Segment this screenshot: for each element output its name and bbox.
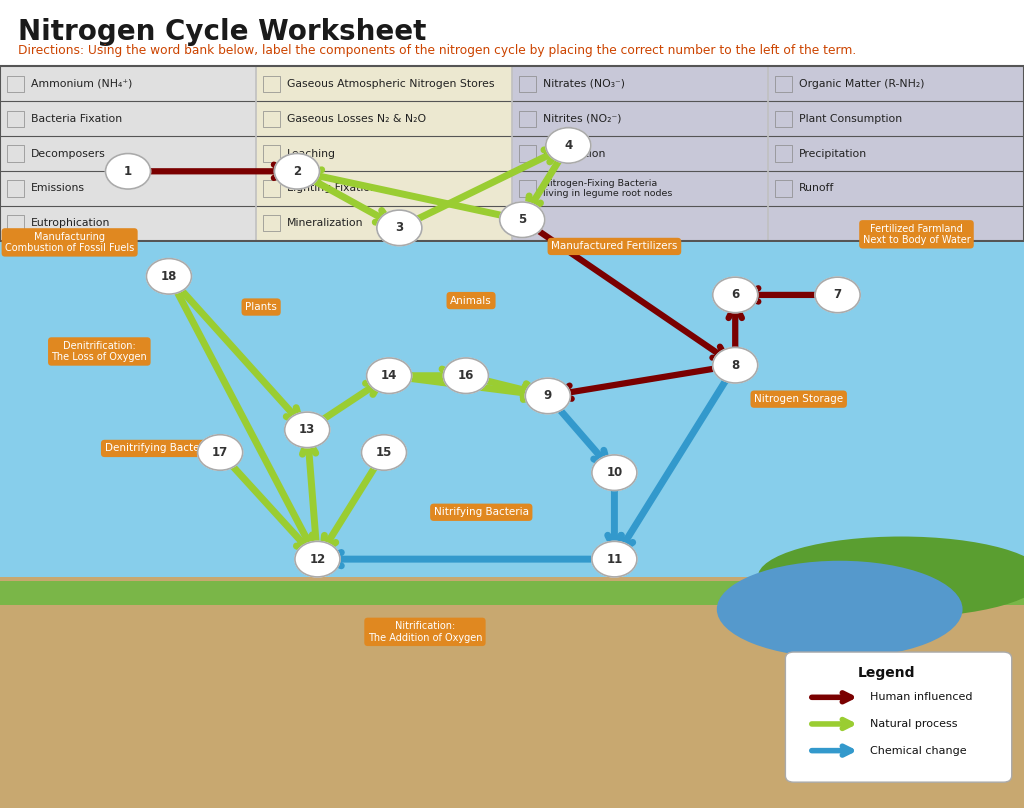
Circle shape (295, 541, 340, 577)
Text: Organic Matter (R-NH₂): Organic Matter (R-NH₂) (799, 78, 925, 89)
Circle shape (274, 154, 319, 189)
Text: Nitrogen-Fixing Bacteria
living in legume root nodes: Nitrogen-Fixing Bacteria living in legum… (543, 179, 672, 198)
Text: Bacteria Fixation: Bacteria Fixation (31, 114, 122, 124)
Circle shape (377, 210, 422, 246)
Circle shape (285, 412, 330, 448)
Text: Runoff: Runoff (799, 183, 835, 193)
Text: 12: 12 (309, 553, 326, 566)
Bar (519, 111, 536, 127)
Text: Animals: Animals (451, 296, 492, 305)
Bar (0, 66, 1024, 241)
Text: Emissions: Emissions (31, 183, 85, 193)
Bar (0, 577, 1024, 808)
Circle shape (713, 277, 758, 313)
Text: 14: 14 (381, 369, 397, 382)
Text: Fertilized Farmland
Next to Body of Water: Fertilized Farmland Next to Body of Wate… (862, 224, 971, 245)
Bar (775, 145, 792, 162)
Text: Denitrifying Bacteria: Denitrifying Bacteria (104, 444, 213, 453)
Text: Directions: Using the word bank below, label the components of the nitrogen cycl: Directions: Using the word bank below, l… (18, 44, 857, 57)
Bar (7, 145, 24, 162)
Bar (7, 215, 24, 231)
Text: 10: 10 (606, 466, 623, 479)
Text: Legend: Legend (858, 666, 915, 680)
Text: Mineralization: Mineralization (287, 218, 364, 229)
Bar (263, 76, 280, 92)
Text: 13: 13 (299, 423, 315, 436)
Text: 2: 2 (293, 165, 301, 178)
Text: 7: 7 (834, 288, 842, 301)
Text: 9: 9 (544, 389, 552, 402)
Bar (519, 180, 536, 196)
Text: 15: 15 (376, 446, 392, 459)
FancyBboxPatch shape (785, 652, 1012, 782)
Text: Nitrates (NO₃⁻): Nitrates (NO₃⁻) (543, 78, 625, 89)
Circle shape (443, 358, 488, 393)
Text: Nitrogen Cycle Worksheet: Nitrogen Cycle Worksheet (18, 18, 427, 46)
Circle shape (500, 202, 545, 238)
Text: Manufactured Fertilizers: Manufactured Fertilizers (551, 242, 678, 251)
Bar (7, 111, 24, 127)
Bar (0, 66, 256, 241)
Text: Natural process: Natural process (870, 719, 957, 729)
Circle shape (815, 277, 860, 313)
Text: Nitrites (NO₂⁻): Nitrites (NO₂⁻) (543, 114, 622, 124)
Bar (775, 111, 792, 127)
Text: 4: 4 (564, 139, 572, 152)
Text: 1: 1 (124, 165, 132, 178)
Ellipse shape (758, 537, 1024, 617)
Circle shape (146, 259, 191, 294)
Bar (256, 66, 512, 241)
Text: Eutrophication: Eutrophication (31, 218, 111, 229)
Bar (263, 180, 280, 196)
Bar (263, 145, 280, 162)
Text: Ammonium (NH₄⁺): Ammonium (NH₄⁺) (31, 78, 132, 89)
Text: Plant Consumption: Plant Consumption (799, 114, 902, 124)
Bar (263, 111, 280, 127)
Bar (0, 242, 1024, 593)
Bar (519, 76, 536, 92)
Text: Manufacturing
Combustion of Fossil Fuels: Manufacturing Combustion of Fossil Fuels (5, 232, 134, 253)
Text: Plants: Plants (245, 302, 278, 312)
Text: Gaseous Atmospheric Nitrogen Stores: Gaseous Atmospheric Nitrogen Stores (287, 78, 495, 89)
Text: Decomposers: Decomposers (31, 149, 105, 158)
Text: Nitrification:
The Addition of Oxygen: Nitrification: The Addition of Oxygen (368, 621, 482, 642)
Circle shape (105, 154, 151, 189)
Text: 16: 16 (458, 369, 474, 382)
Bar (768, 66, 1024, 241)
Bar (512, 66, 768, 241)
Circle shape (592, 455, 637, 490)
Text: 8: 8 (731, 359, 739, 372)
Circle shape (361, 435, 407, 470)
Text: Nitrogen Storage: Nitrogen Storage (754, 394, 844, 404)
Text: Human influenced: Human influenced (870, 692, 973, 702)
Circle shape (546, 128, 591, 163)
Bar (775, 76, 792, 92)
Circle shape (198, 435, 243, 470)
Ellipse shape (717, 561, 963, 658)
Text: 11: 11 (606, 553, 623, 566)
Text: Nitrification: Nitrification (543, 149, 606, 158)
Bar (0, 581, 1024, 605)
Bar (519, 145, 536, 162)
Text: Denitrification:
The Loss of Oxygen: Denitrification: The Loss of Oxygen (51, 341, 147, 362)
Circle shape (713, 347, 758, 383)
Text: Lighting Fixation: Lighting Fixation (287, 183, 377, 193)
Circle shape (525, 378, 570, 414)
Bar (775, 180, 792, 196)
Bar (7, 76, 24, 92)
Bar (7, 180, 24, 196)
Text: 18: 18 (161, 270, 177, 283)
Text: Nitrifying Bacteria: Nitrifying Bacteria (434, 507, 528, 517)
Text: 5: 5 (518, 213, 526, 226)
Text: Gaseous Losses N₂ & N₂O: Gaseous Losses N₂ & N₂O (287, 114, 426, 124)
Text: 6: 6 (731, 288, 739, 301)
Text: Chemical change: Chemical change (870, 746, 967, 755)
Text: Precipitation: Precipitation (799, 149, 867, 158)
Bar (263, 215, 280, 231)
Text: 3: 3 (395, 221, 403, 234)
Circle shape (367, 358, 412, 393)
Text: Leaching: Leaching (287, 149, 336, 158)
Text: 17: 17 (212, 446, 228, 459)
Circle shape (592, 541, 637, 577)
